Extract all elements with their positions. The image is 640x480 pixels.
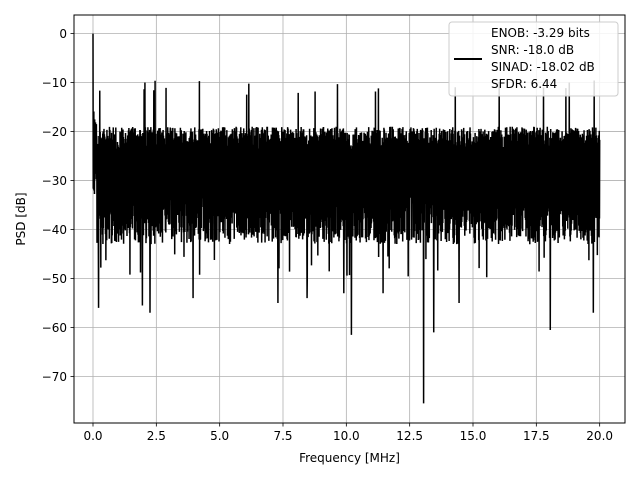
y-tick-label: −20 bbox=[42, 125, 67, 139]
x-tick-label: 12.5 bbox=[396, 429, 423, 443]
x-tick-label: 7.5 bbox=[273, 429, 292, 443]
plot-frame bbox=[73, 14, 626, 424]
x-tick-label: 17.5 bbox=[523, 429, 550, 443]
x-tick-label: 15.0 bbox=[460, 429, 487, 443]
ticks: 0.0 2.5 5.0 7.5 10.0 12.5 15.0 17.5 20.0 0 −10 −20 −… bbox=[42, 27, 613, 443]
x-tick-label: 20.0 bbox=[586, 429, 613, 443]
legend-sinad: SINAD: -18.02 dB bbox=[491, 60, 595, 74]
x-tick-label: 0.0 bbox=[83, 429, 102, 443]
y-tick-label: 0 bbox=[59, 27, 67, 41]
y-tick-label: −40 bbox=[42, 223, 67, 237]
legend-sfdr: SFDR: 6.44 bbox=[491, 77, 557, 91]
y-tick-label: −60 bbox=[42, 321, 67, 335]
y-tick-label: −70 bbox=[42, 370, 67, 384]
psd-series-line bbox=[92, 33, 601, 404]
legend-snr: SNR: -18.0 dB bbox=[491, 43, 574, 57]
legend-box bbox=[448, 21, 619, 97]
legend: ENOB: -3.29 bits SNR: -18.0 dB SINAD: -1… bbox=[448, 21, 619, 97]
x-tick-label: 10.0 bbox=[333, 429, 360, 443]
y-tick-label: −50 bbox=[42, 272, 67, 286]
x-tick-label: 5.0 bbox=[210, 429, 229, 443]
legend-enob: ENOB: -3.29 bits bbox=[491, 26, 590, 40]
x-tick-label: 2.5 bbox=[147, 429, 166, 443]
y-axis-label: PSD [dB] bbox=[14, 192, 28, 245]
y-tick-label: −30 bbox=[42, 174, 67, 188]
x-axis-label: Frequency [MHz] bbox=[299, 451, 400, 465]
series-group bbox=[92, 33, 601, 404]
y-tick-label: −10 bbox=[42, 76, 67, 90]
